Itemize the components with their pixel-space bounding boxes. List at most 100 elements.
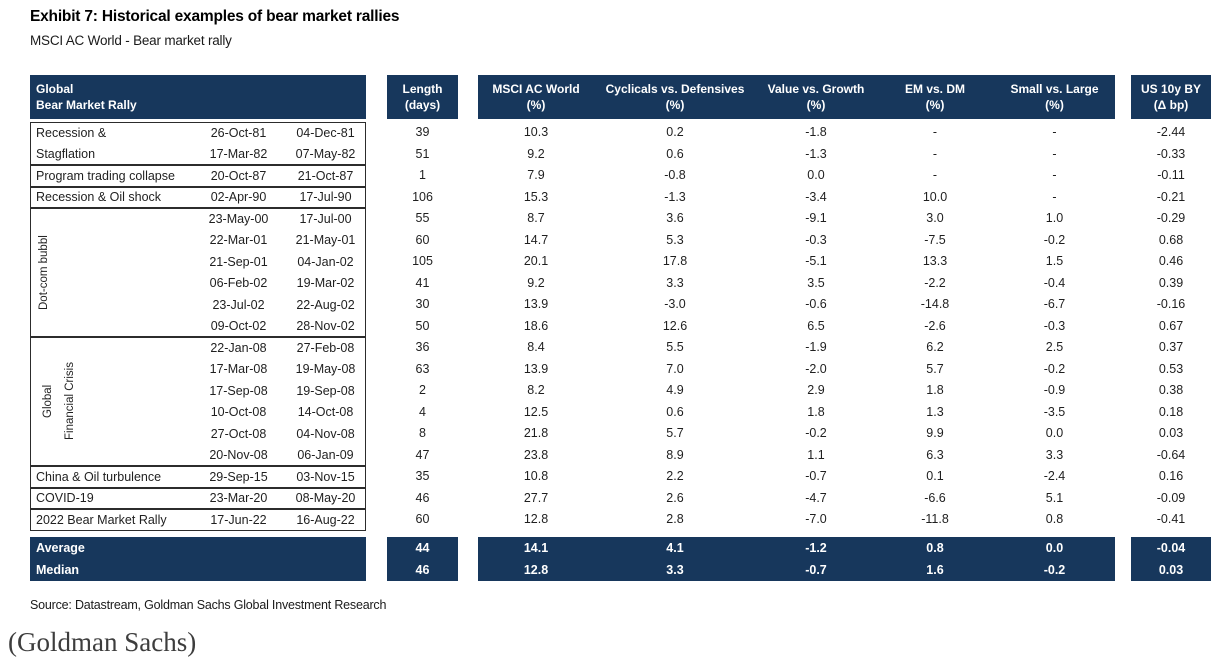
em-dm-value: 9.9 [926, 426, 944, 440]
event-cell: 20-Nov-08 06-Jan-09 [30, 444, 366, 466]
event-cell: 22-Jan-08 27-Feb-08 [30, 337, 366, 359]
event-cell: China & Oil turbulence 29-Sep-15 03-Nov-… [30, 466, 366, 488]
value-growth-value: -0.7 [805, 469, 827, 483]
value-growth-value: -0.3 [805, 232, 827, 247]
source-note: Source: Datastream, Goldman Sachs Global… [30, 597, 387, 612]
small-large-value: - [1052, 125, 1057, 139]
us10y-value: -0.33 [1156, 146, 1186, 161]
us10y-value: 0.68 [1158, 232, 1184, 247]
summary-msci: 12.8 [523, 562, 549, 577]
header-value-growth: Value vs. Growth (%) [767, 82, 865, 112]
header-us10y: US 10y BY (Δ bp) [1131, 75, 1211, 119]
em-dm-value: - [932, 146, 938, 161]
event-label: 2022 Bear Market Rally [36, 512, 167, 527]
em-dm-value: -2.2 [924, 275, 946, 290]
length-value: 39 [415, 125, 430, 139]
value-growth-value: -3.4 [805, 189, 827, 204]
cyclicals-value: 7.0 [666, 361, 684, 376]
summary-msci: 14.1 [523, 540, 549, 555]
table-row: 22-Mar-01 21-May-01 60 14.7 5.3 -0.3 -7.… [30, 229, 1211, 251]
page-subtitle: MSCI AC World - Bear market rally [30, 33, 232, 48]
summary-cyclicals: 4.1 [666, 540, 684, 555]
em-dm-value: 3.0 [926, 211, 944, 225]
table-row: COVID-19 23-Mar-20 08-May-20 46 27.7 2.6… [30, 487, 1211, 509]
value-growth-value: -1.8 [805, 125, 827, 139]
msci-value: 18.6 [523, 318, 549, 333]
group-label-global: Global [42, 384, 54, 419]
event-cell: 09-Oct-02 28-Nov-02 [30, 315, 366, 337]
summary-length: 46 [387, 558, 458, 581]
cyclicals-value: 8.9 [666, 447, 684, 462]
us10y-value: 0.18 [1158, 404, 1184, 419]
msci-value: 21.8 [523, 426, 549, 440]
value-growth-value: -5.1 [805, 254, 827, 268]
msci-value: 13.9 [523, 297, 549, 311]
event-cell: 17-Mar-08 19-May-08 [30, 358, 366, 380]
cyclicals-value: 5.7 [666, 426, 684, 440]
start-date: 23-Mar-20 [209, 491, 268, 506]
end-date: 08-May-20 [295, 491, 356, 506]
summary-performance-block: 12.8 3.3 -0.7 1.6 -0.2 [478, 558, 1115, 581]
start-date: 02-Apr-90 [210, 190, 267, 205]
end-date: 28-Nov-02 [296, 318, 355, 333]
summary-performance-block: 14.1 4.1 -1.2 0.8 0.0 [478, 536, 1115, 559]
event-cell: 27-Oct-08 04-Nov-08 [30, 423, 366, 445]
small-large-value: 1.0 [1045, 211, 1064, 225]
start-date: 17-Sep-08 [209, 383, 268, 398]
header-em-dm: EM vs. DM (%) [904, 82, 965, 112]
table-row: 10-Oct-08 14-Oct-08 4 12.5 0.6 1.8 1.3 -… [30, 401, 1211, 423]
length-value: 35 [415, 469, 430, 483]
cyclicals-value: 12.6 [662, 318, 688, 333]
start-date: 17-Jun-22 [210, 512, 267, 527]
value-growth-value: 1.1 [807, 447, 825, 462]
msci-value: 20.1 [523, 254, 549, 268]
start-date: 17-Mar-82 [209, 146, 268, 161]
event-label: Recession & Oil shock [36, 190, 162, 205]
summary-us10y: -0.04 [1131, 536, 1211, 559]
small-large-value: 2.5 [1045, 340, 1064, 354]
us10y-value: 0.37 [1158, 340, 1184, 354]
msci-value: 12.5 [523, 404, 549, 419]
event-cell: 2022 Bear Market Rally 17-Jun-22 16-Aug-… [30, 509, 366, 531]
length-value: 4 [419, 404, 426, 419]
length-value: 2 [419, 383, 426, 397]
end-date: 19-May-08 [295, 362, 356, 377]
summary-value-growth: -0.7 [805, 562, 827, 577]
cyclicals-value: 5.5 [666, 340, 684, 354]
end-date: 27-Feb-08 [296, 341, 355, 356]
us10y-value: -0.41 [1156, 512, 1186, 526]
small-large-value: - [1052, 146, 1057, 161]
msci-value: 15.3 [523, 189, 549, 204]
length-value: 47 [415, 447, 430, 462]
small-large-value: -0.2 [1043, 361, 1066, 376]
event-label: Recession & [36, 126, 107, 141]
value-growth-value: -0.6 [805, 297, 827, 311]
em-dm-value: -14.8 [920, 297, 950, 311]
small-large-value: 0.8 [1045, 512, 1064, 526]
msci-value: 23.8 [523, 447, 549, 462]
event-cell: Recession & 26-Oct-81 04-Dec-81 [30, 122, 366, 144]
value-growth-value: -1.3 [805, 146, 827, 161]
start-date: 29-Sep-15 [209, 469, 268, 484]
table-row: 23-May-00 17-Jul-00 55 8.7 3.6 -9.1 3.0 … [30, 208, 1211, 230]
em-dm-value: -2.6 [924, 318, 946, 333]
summary-small-large: 0.0 [1045, 540, 1064, 555]
value-growth-value: 6.5 [807, 318, 825, 333]
event-cell: COVID-19 23-Mar-20 08-May-20 [30, 487, 366, 509]
table-row: 21-Sep-01 04-Jan-02 105 20.1 17.8 -5.1 1… [30, 251, 1211, 273]
small-large-value: - [1052, 168, 1057, 182]
length-value: 60 [415, 232, 430, 247]
msci-value: 14.7 [523, 232, 549, 247]
value-growth-value: -0.2 [805, 426, 827, 440]
group-label-financial-crisis: Financial Crisis [64, 362, 76, 441]
length-value: 36 [415, 340, 430, 354]
us10y-value: -0.29 [1156, 211, 1186, 225]
event-cell: 21-Sep-01 04-Jan-02 [30, 251, 366, 273]
cyclicals-value: 3.3 [666, 275, 684, 290]
end-date: 14-Oct-08 [297, 405, 354, 420]
end-date: 06-Jan-09 [297, 447, 354, 462]
table-row: Program trading collapse 20-Oct-87 21-Oc… [30, 165, 1211, 187]
table-row: 22-Jan-08 27-Feb-08 36 8.4 5.5 -1.9 6.2 … [30, 337, 1211, 359]
summary-small-large: -0.2 [1043, 562, 1066, 577]
table-row: Recession & 26-Oct-81 04-Dec-81 39 10.3 … [30, 122, 1211, 144]
